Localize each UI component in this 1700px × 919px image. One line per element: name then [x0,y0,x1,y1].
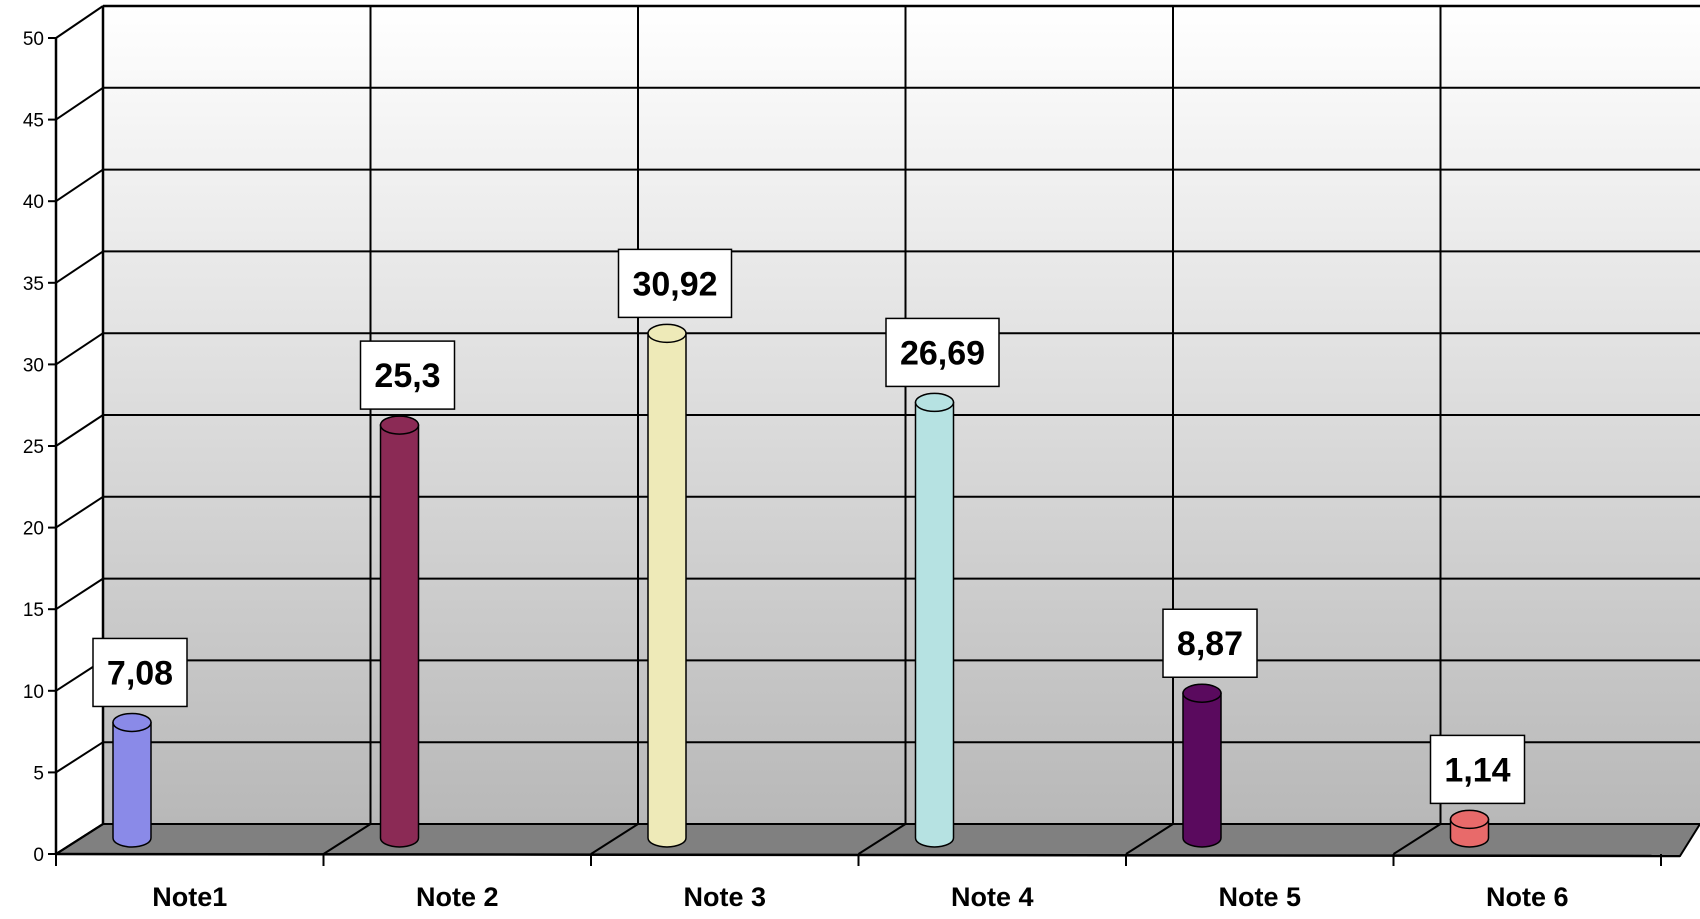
floor-divider [590,823,639,855]
bar-top [112,712,152,733]
gridline-side [55,86,104,121]
floor-divider [322,823,372,855]
x-category-label: Note 5 [1218,882,1301,912]
bars [112,323,1490,848]
floor-divider [1125,823,1174,855]
bar-body [379,424,420,848]
bar-top [1182,683,1222,703]
data-label-box [1162,608,1258,678]
gridline-side [55,332,104,366]
bar-top [1449,809,1490,830]
data-label: 30,92 [617,248,733,319]
data-label: 26,69 [885,317,1000,388]
bar-top [647,323,687,344]
bar-body [914,401,955,848]
data-label-box [617,248,733,319]
data-label-text: 8,87 [1177,625,1243,663]
gridline-side [55,414,104,447]
data-label-text: 1,14 [1444,751,1510,789]
bar [647,323,687,848]
y-tick-label: 10 [23,682,44,703]
bar [914,392,955,848]
floor-divider [1392,823,1442,855]
bar-body [1182,692,1222,848]
data-label-box [885,317,1000,388]
bar-top [379,415,420,435]
y-tick-labels: 0 5 10 15 20 25 30 35 40 45 50 [23,29,44,866]
data-label: 1,14 [1429,734,1526,805]
bar [112,712,152,848]
data-label-box [359,340,456,410]
x-category-label: Note 6 [1486,882,1569,912]
x-category-label: Note 3 [683,882,766,912]
bar-body [647,332,687,848]
gridline-side [55,5,104,39]
bar [1182,683,1222,848]
y-tick-label: 30 [23,355,44,376]
bar [1449,809,1490,848]
bar-top [914,392,955,413]
y-tick-label: 5 [33,763,44,784]
x-category-label: Note 4 [951,882,1034,912]
gridline-side [55,250,104,284]
data-label-box [92,637,188,708]
x-category-label: Note1 [152,882,227,912]
data-label-box [1429,734,1526,805]
data-label: 7,08 [92,637,188,708]
floor-divider [857,823,907,855]
data-label-text: 30,92 [632,265,717,303]
x-axis-line [55,852,1681,858]
bar [379,415,420,848]
y-tick-label: 50 [23,29,44,50]
gridline-side [55,741,104,774]
gridline-side [55,577,104,611]
y-tick-label: 45 [23,111,44,132]
data-labels: 7,08 25,3 30,92 26,69 8,87 1,14 [92,248,1526,805]
data-label: 25,3 [359,340,456,410]
y-tick-label: 35 [23,274,44,295]
grid-lines [55,5,1700,855]
y-tick-label: 0 [33,845,44,866]
x-category-labels: Note1 Note 2 Note 3 Note 4 Note 5 Note 6 [152,882,1568,912]
y-tick-label: 20 [23,519,44,540]
y-tick-label: 15 [23,600,44,621]
data-label-text: 7,08 [107,654,173,692]
data-label-text: 25,3 [374,357,440,395]
x-category-label: Note 2 [416,882,499,912]
y-tick-label: 25 [23,437,44,458]
gridline-side [55,495,104,529]
gridline-side [55,168,104,203]
data-label: 8,87 [1162,608,1258,678]
bar-body [112,721,152,848]
data-label-text: 26,69 [900,334,985,372]
floor-divider [55,823,104,855]
y-tick-label: 40 [23,192,44,213]
